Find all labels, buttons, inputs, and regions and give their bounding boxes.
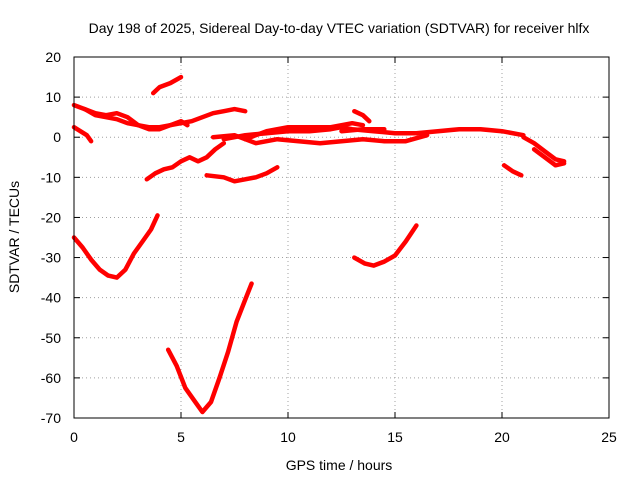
y-tick-label: 20: [45, 49, 61, 65]
x-tick-label: 5: [177, 429, 185, 445]
series-arc-5: [144, 140, 227, 182]
series-arc-16: [165, 281, 254, 415]
x-tick-labels: 0 5 10 15 20 25: [70, 429, 617, 445]
plot-frame: [73, 56, 610, 419]
y-tick-label: 0: [53, 129, 61, 145]
y-tick-labels: -70 -60 -50 -40 -30 -20 -10 0 10 20: [41, 49, 61, 426]
series-arc-17: [352, 223, 419, 268]
x-tick-label: 10: [280, 429, 296, 445]
y-tick-label: -20: [41, 209, 61, 225]
series-arc-9: [352, 108, 372, 124]
y-axis-label: SDTVAR / TECUs: [6, 181, 22, 293]
series-arc-3: [71, 124, 94, 144]
series-arc-12: [521, 134, 567, 164]
series-arc-10: [339, 126, 387, 134]
y-tick-label: -70: [41, 410, 61, 426]
y-tick-label: -60: [41, 370, 61, 386]
series-arc-11: [204, 165, 280, 184]
y-tick-label: -40: [41, 290, 61, 306]
y-tick-label: -50: [41, 330, 61, 346]
grid: [74, 57, 609, 418]
series-arc-13: [531, 147, 567, 168]
x-tick-label: 20: [494, 429, 510, 445]
x-axis-label: GPS time / hours: [286, 457, 393, 473]
series-arc-4: [150, 74, 184, 96]
y-tick-label: -30: [41, 250, 61, 266]
series-arc-2: [82, 106, 190, 132]
y-tick-label: -10: [41, 169, 61, 185]
series-arc-14: [501, 163, 524, 178]
chart-title: Day 198 of 2025, Sidereal Day-to-day VTE…: [89, 20, 590, 36]
series-arc-7: [210, 132, 430, 146]
series-arc-15: [71, 213, 160, 280]
series-layer: [71, 74, 567, 415]
series-arc-8: [242, 120, 366, 142]
x-tick-label: 15: [387, 429, 403, 445]
x-tick-label: 0: [70, 429, 78, 445]
axis-ticks: [73, 56, 610, 419]
y-tick-label: 10: [45, 89, 61, 105]
x-tick-label: 25: [601, 429, 617, 445]
